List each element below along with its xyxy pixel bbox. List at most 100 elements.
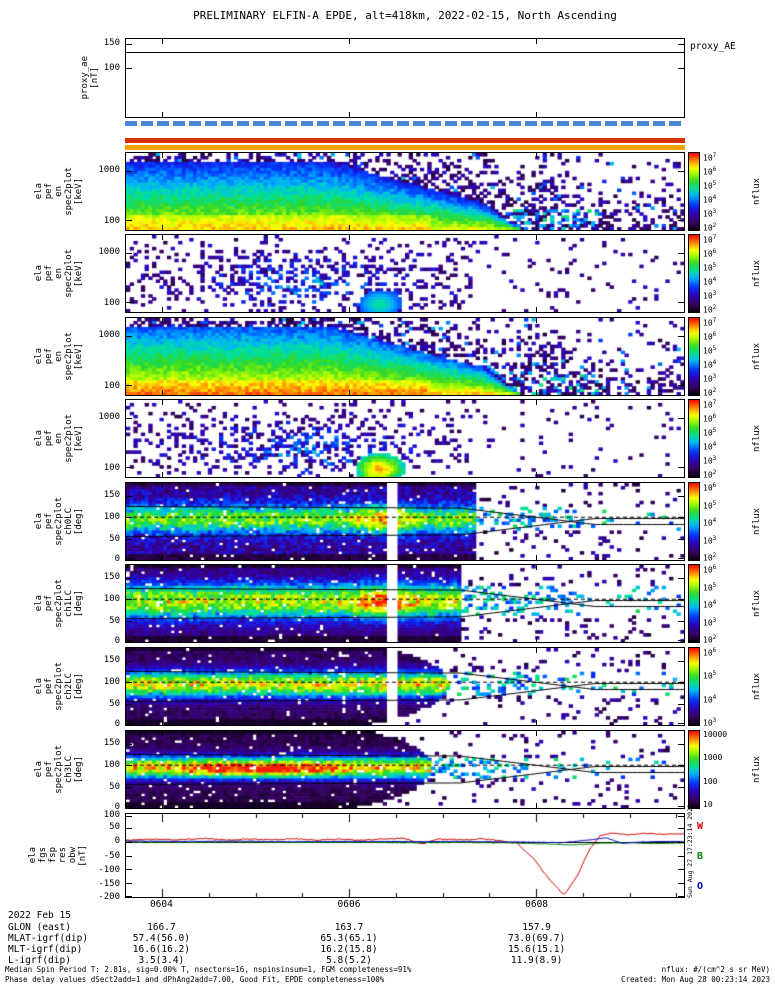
trace-label-O: O — [697, 881, 704, 892]
axis-tick — [678, 418, 684, 419]
colorbar-tick-label: 105 — [703, 581, 717, 593]
axis-row-value: 11.9(8.9) — [510, 955, 563, 966]
y-tick-label: 100 — [103, 380, 120, 391]
colorbar-tick-label: 104 — [703, 517, 717, 528]
axis-tick — [162, 565, 163, 570]
y-tick-label: 0 — [114, 554, 120, 565]
colorbar-title-ch1lc: nflux — [752, 589, 762, 618]
colorbar-title-en0: nflux — [752, 177, 762, 206]
trace-label-W: W — [697, 821, 704, 832]
ylabel-line: fsp — [48, 847, 58, 864]
y-tick-label: 100 — [103, 462, 120, 473]
axis-row-value: 3.5(3.4) — [138, 955, 185, 966]
axis-tick — [162, 390, 163, 395]
y-tick-label: 0 — [114, 719, 120, 730]
axis-tick — [349, 555, 350, 560]
colorbar-tick-label: 106 — [703, 413, 717, 424]
ylabel-line: ela — [34, 513, 44, 530]
colorbar-tick-label: 106 — [703, 564, 717, 575]
fgm-residual-canvas — [126, 814, 684, 897]
colorbar-tick-label: 102 — [703, 469, 717, 480]
ylabel-line: pef — [44, 761, 54, 778]
axis-tick — [678, 856, 684, 857]
axis-tick — [536, 555, 537, 560]
axis-tick — [678, 640, 684, 641]
colorbar-tick-label: 107 — [703, 152, 717, 163]
colorbar-en0 — [688, 152, 700, 231]
y-tick-label: -100 — [98, 864, 120, 875]
axis-tick — [126, 682, 132, 683]
ylabel-line: ela — [34, 430, 44, 447]
axis-tick — [536, 483, 537, 488]
axis-tick — [162, 803, 163, 808]
axis-tick — [678, 661, 684, 662]
axis-row-value: 166.7 — [147, 922, 176, 933]
colorbar-tick-label: 10000 — [703, 730, 728, 739]
spectrogram-panel-ch2lc — [125, 647, 685, 726]
axis-tick — [536, 390, 537, 395]
axis-tick — [349, 318, 350, 323]
en1-spectrogram-canvas — [126, 235, 684, 312]
axis-tick — [678, 765, 684, 766]
colorbar-tick-label: 103 — [703, 373, 717, 384]
proxy-ylabel: proxy_ae [nT] — [80, 38, 100, 118]
axis-tick — [126, 704, 132, 705]
ch0lc-spectrogram-canvas — [126, 483, 684, 560]
en2-spectrogram-canvas — [126, 318, 684, 395]
axis-tick — [126, 621, 132, 622]
axis-tick — [349, 153, 350, 158]
colorbar-tick-label: 102 — [703, 222, 717, 233]
axis-tick — [126, 828, 132, 829]
axis-tick — [126, 385, 132, 386]
y-tick-label: 100 — [103, 760, 120, 771]
axis-tick — [126, 842, 132, 843]
y-tick-label: 150 — [103, 37, 120, 48]
spectrogram-panel-ch3lc — [125, 730, 685, 809]
axis-tick — [536, 720, 537, 725]
colorbar-tick-label: 103 — [703, 717, 717, 728]
colorbar-tick-label: 107 — [703, 234, 717, 245]
axis-tick — [678, 220, 684, 221]
axis-tick — [678, 517, 684, 518]
axis-tick — [162, 731, 163, 736]
axis-row-value: 57.4(56.0) — [132, 933, 190, 944]
axis-tick — [126, 856, 132, 857]
axis-tick — [536, 803, 537, 808]
axis-tick — [349, 565, 350, 570]
ylabel-line: ela — [34, 761, 44, 778]
axis-tick — [536, 565, 537, 570]
colorbar-tick-label: 106 — [703, 482, 717, 493]
ylabel-line: ela — [34, 265, 44, 282]
axis-tick — [126, 723, 132, 724]
axis-tick — [678, 302, 684, 303]
plot-timestamp-vertical: Sun Aug 27 17:23:14 2023 — [686, 804, 694, 898]
axis-tick — [536, 400, 537, 405]
axis-tick — [126, 806, 132, 807]
ylabel-line: [keV] — [74, 342, 84, 371]
colorbar-tick-label: 107 — [703, 399, 717, 410]
ylabel-line: [keV] — [74, 177, 84, 206]
axis-tick — [536, 235, 537, 240]
axis-tick — [162, 648, 163, 653]
ylabel-line: ela — [34, 348, 44, 365]
y-tick-label: 100 — [103, 215, 120, 226]
axis-tick — [126, 302, 132, 303]
colorbar-tick-label: 105 — [703, 670, 717, 681]
axis-tick — [536, 39, 537, 44]
axis-tick — [126, 661, 132, 662]
axis-tick — [678, 558, 684, 559]
axis-row-value: 15.6(15.1) — [507, 944, 566, 955]
proxy-ae-label: proxy_AE — [690, 41, 736, 52]
axis-tick — [126, 816, 132, 817]
epd-availability-bar — [125, 121, 685, 126]
colorbar-en3 — [688, 399, 700, 478]
trace-label-B: B — [697, 851, 704, 862]
ylabel-line: pef — [44, 513, 54, 530]
axis-tick — [162, 225, 163, 230]
colorbar-title-ch0lc: nflux — [752, 507, 762, 536]
spectrogram-panel-en1 — [125, 234, 685, 313]
colorbar-tick-label: 103 — [703, 534, 717, 546]
axis-tick — [349, 225, 350, 230]
bottom-axis: 0604 0606 0608 2022 Feb 15 GLON (east) 166.7 1… — [0, 899, 775, 971]
ylabel-line: en — [54, 433, 64, 444]
